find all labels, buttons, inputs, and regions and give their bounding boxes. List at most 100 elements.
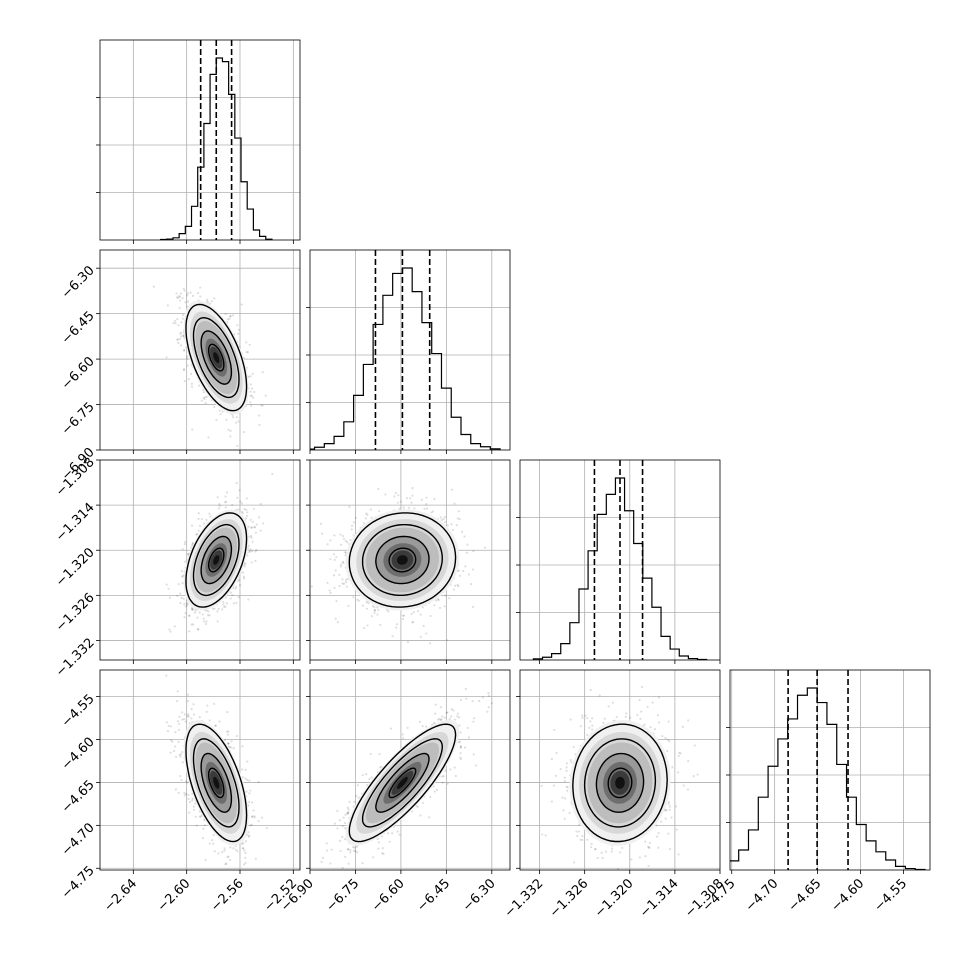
panel-frame	[309, 669, 511, 871]
scatter-point	[229, 314, 232, 318]
scatter-point	[250, 823, 253, 826]
scatter-point	[184, 605, 187, 608]
scatter-point	[589, 688, 592, 692]
scatter-point	[457, 569, 460, 572]
scatter-point	[253, 526, 256, 529]
scatter-point	[377, 847, 380, 850]
scatter-point	[346, 578, 349, 581]
scatter-point	[214, 724, 217, 727]
scatter-point	[437, 718, 440, 721]
scatter-point	[198, 815, 201, 818]
panel-3-3: −4.75 −4.70 −4.65 −4.60 −4.55	[700, 669, 931, 915]
scatter-point	[470, 583, 473, 586]
scatter-point	[590, 846, 593, 849]
scatter-point	[197, 517, 200, 521]
scatter-point	[435, 788, 439, 791]
scatter-point	[174, 322, 177, 325]
scatter-point	[196, 291, 200, 295]
panel-2-2	[516, 459, 721, 664]
scatter-point	[224, 500, 228, 503]
contour-1	[200, 752, 233, 813]
scatter-point	[246, 554, 249, 557]
histogram-bar	[798, 695, 808, 870]
density-2d	[310, 487, 487, 645]
scatter-point	[258, 414, 261, 417]
scatter-point	[221, 608, 224, 611]
scatter-point	[248, 801, 251, 804]
scatter-point	[182, 369, 186, 372]
scatter-point	[441, 781, 444, 784]
panel-frame	[99, 39, 301, 241]
scatter-point	[183, 540, 187, 544]
scatter-point	[262, 522, 265, 525]
scatter-point	[487, 694, 491, 697]
scatter-point	[165, 356, 168, 359]
scatter-point	[452, 528, 455, 532]
scatter-point	[563, 776, 566, 779]
scatter-point	[396, 830, 399, 833]
scatter-point	[657, 696, 660, 699]
scatter-point	[253, 815, 256, 818]
scatter-point	[553, 728, 556, 732]
scatter-point	[199, 286, 202, 289]
scatter-point	[442, 517, 445, 521]
scatter-point	[665, 872, 667, 874]
scatter-point	[443, 605, 446, 608]
scatter-point	[588, 726, 591, 729]
scatter-point	[452, 709, 455, 712]
scatter-point	[190, 544, 194, 547]
scatter-point	[330, 848, 333, 851]
scatter-point	[581, 716, 584, 720]
scatter-point	[677, 853, 680, 856]
scatter-point	[251, 815, 254, 818]
y-tick-label: −6.45	[59, 309, 98, 348]
scatter-point	[667, 832, 670, 835]
histogram-bar	[247, 209, 253, 240]
scatter-point	[179, 344, 183, 347]
scatter-point	[191, 608, 194, 611]
scatter-point	[181, 718, 184, 721]
scatter-point	[373, 609, 376, 612]
scatter-point	[421, 801, 424, 804]
scatter-point	[433, 604, 436, 607]
scatter-point	[329, 539, 332, 542]
scatter-point	[346, 806, 349, 809]
scatter-point	[344, 855, 347, 858]
scatter-point	[197, 384, 201, 387]
scatter-point	[438, 717, 441, 721]
scatter-point	[221, 410, 224, 413]
scatter-point	[326, 581, 329, 584]
scatter-point	[165, 674, 168, 677]
scatter-point	[188, 811, 191, 814]
scatter-point	[208, 512, 211, 515]
scatter-point	[342, 537, 346, 540]
scatter-point	[648, 841, 652, 845]
scatter-point	[244, 861, 247, 865]
scatter-point	[216, 610, 219, 613]
scatter-point	[647, 864, 650, 868]
y-tick-label: −1.326	[53, 590, 98, 635]
scatter-point	[205, 620, 208, 623]
scatter-point	[168, 628, 171, 631]
scatter-point	[438, 606, 442, 609]
scatter-point	[181, 582, 184, 585]
contour-0	[208, 547, 225, 573]
scatter-point	[483, 546, 487, 549]
scatter-point	[581, 714, 584, 717]
scatter-point	[246, 760, 249, 763]
scatter-point	[249, 550, 252, 553]
x-tick-label: −2.64	[101, 876, 140, 915]
scatter-point	[437, 598, 440, 602]
histogram-bar	[652, 607, 661, 660]
contours	[572, 723, 668, 843]
scatter-point	[173, 625, 176, 628]
scatter-point	[413, 507, 416, 510]
scatter-point	[182, 287, 185, 290]
scatter-point	[644, 855, 647, 858]
scatter-point	[332, 553, 336, 556]
scatter-point	[187, 292, 190, 295]
scatter-point	[467, 736, 471, 739]
scatter-point	[224, 495, 227, 498]
scatter-point	[344, 581, 348, 584]
